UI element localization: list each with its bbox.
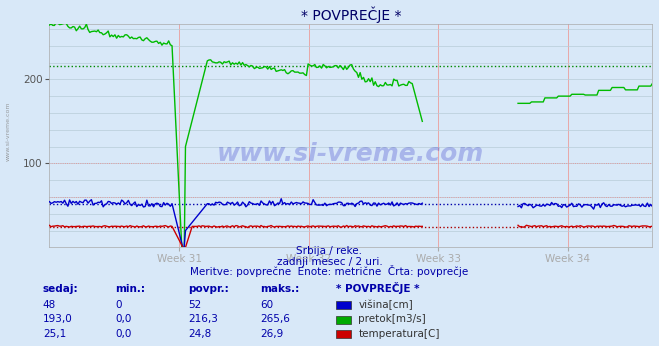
Text: 216,3: 216,3 bbox=[188, 315, 217, 325]
Text: 193,0: 193,0 bbox=[43, 315, 72, 325]
Text: min.:: min.: bbox=[115, 284, 146, 294]
Text: www.si-vreme.com: www.si-vreme.com bbox=[217, 142, 484, 166]
Text: sedaj:: sedaj: bbox=[43, 284, 78, 294]
Text: 26,9: 26,9 bbox=[260, 329, 283, 339]
Text: temperatura[C]: temperatura[C] bbox=[358, 329, 440, 339]
Text: 24,8: 24,8 bbox=[188, 329, 211, 339]
Text: 0,0: 0,0 bbox=[115, 329, 132, 339]
Text: www.si-vreme.com: www.si-vreme.com bbox=[5, 102, 11, 161]
Text: Srbija / reke.: Srbija / reke. bbox=[297, 246, 362, 256]
Text: maks.:: maks.: bbox=[260, 284, 300, 294]
Text: 52: 52 bbox=[188, 300, 201, 310]
Text: Meritve: povprečne  Enote: metrične  Črta: povprečje: Meritve: povprečne Enote: metrične Črta:… bbox=[190, 265, 469, 277]
Text: povpr.:: povpr.: bbox=[188, 284, 229, 294]
Text: 60: 60 bbox=[260, 300, 273, 310]
Text: zadnji mesec / 2 uri.: zadnji mesec / 2 uri. bbox=[277, 257, 382, 267]
Text: 48: 48 bbox=[43, 300, 56, 310]
Text: 0,0: 0,0 bbox=[115, 315, 132, 325]
Text: * POVPREČJE *: * POVPREČJE * bbox=[336, 282, 420, 294]
Text: 265,6: 265,6 bbox=[260, 315, 290, 325]
Title: * POVPREČJE *: * POVPREČJE * bbox=[301, 7, 401, 23]
Text: 0: 0 bbox=[115, 300, 122, 310]
Text: višina[cm]: višina[cm] bbox=[358, 300, 413, 310]
Text: 25,1: 25,1 bbox=[43, 329, 66, 339]
Text: pretok[m3/s]: pretok[m3/s] bbox=[358, 315, 426, 325]
